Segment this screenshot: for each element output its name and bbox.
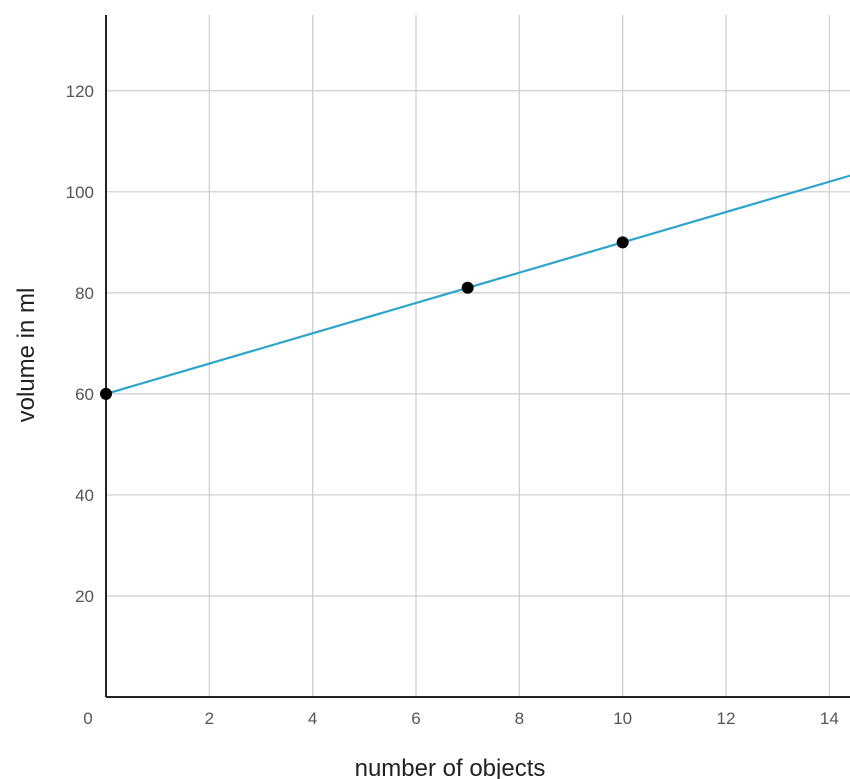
trend-line: [105, 174, 850, 395]
x-tick-label-0: 0: [83, 709, 92, 728]
y-tick-label-120: 120: [66, 82, 94, 101]
y-tick-label-20: 20: [75, 587, 94, 606]
data-point-2: [461, 281, 474, 294]
x-tick-label-2: 2: [205, 709, 214, 728]
x-tick-label-8: 8: [515, 709, 524, 728]
grid-lines: [106, 15, 850, 697]
x-tick-label-12: 12: [717, 709, 736, 728]
y-tick-label-40: 40: [75, 486, 94, 505]
axes: [105, 15, 850, 698]
x-tick-label-14: 14: [820, 709, 839, 728]
x-tick-label-4: 4: [308, 709, 317, 728]
y-axis-title: volume in ml: [13, 288, 40, 423]
y-tick-label-60: 60: [75, 385, 94, 404]
x-tick-label-6: 6: [411, 709, 420, 728]
series-layer: [100, 174, 850, 400]
tick-labels: 0 2 4 6 8 10 12 14 20 40 60 80 100 120: [66, 82, 839, 728]
data-point-3: [616, 236, 629, 249]
data-point-1: [100, 387, 112, 400]
x-axis-title: number of objects: [355, 755, 546, 779]
y-tick-label-80: 80: [75, 284, 94, 303]
y-tick-label-100: 100: [66, 183, 94, 202]
x-tick-label-10: 10: [613, 709, 632, 728]
